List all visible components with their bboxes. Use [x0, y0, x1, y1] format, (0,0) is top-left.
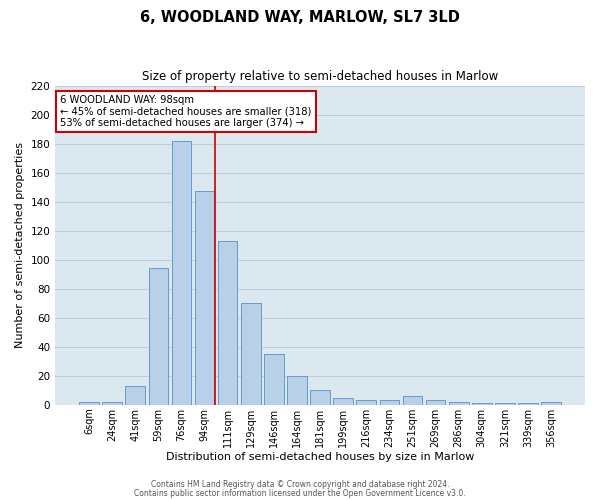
Bar — [541, 402, 561, 405]
X-axis label: Distribution of semi-detached houses by size in Marlow: Distribution of semi-detached houses by … — [166, 452, 474, 462]
Bar — [310, 390, 330, 405]
Bar — [334, 398, 353, 405]
Text: Contains public sector information licensed under the Open Government Licence v3: Contains public sector information licen… — [134, 488, 466, 498]
Bar — [518, 404, 538, 405]
Bar — [218, 241, 238, 405]
Bar — [241, 303, 260, 405]
Bar — [195, 192, 214, 405]
Bar — [472, 404, 491, 405]
Text: 6 WOODLAND WAY: 98sqm
← 45% of semi-detached houses are smaller (318)
53% of sem: 6 WOODLAND WAY: 98sqm ← 45% of semi-deta… — [61, 95, 312, 128]
Bar — [403, 396, 422, 405]
Bar — [287, 376, 307, 405]
Bar — [380, 400, 399, 405]
Bar — [79, 402, 99, 405]
Bar — [264, 354, 284, 405]
Bar — [449, 402, 469, 405]
Bar — [149, 268, 168, 405]
Text: 6, WOODLAND WAY, MARLOW, SL7 3LD: 6, WOODLAND WAY, MARLOW, SL7 3LD — [140, 10, 460, 25]
Y-axis label: Number of semi-detached properties: Number of semi-detached properties — [15, 142, 25, 348]
Bar — [356, 400, 376, 405]
Text: Contains HM Land Registry data © Crown copyright and database right 2024.: Contains HM Land Registry data © Crown c… — [151, 480, 449, 489]
Bar — [125, 386, 145, 405]
Title: Size of property relative to semi-detached houses in Marlow: Size of property relative to semi-detach… — [142, 70, 498, 83]
Bar — [495, 404, 515, 405]
Bar — [172, 140, 191, 405]
Bar — [103, 402, 122, 405]
Bar — [426, 400, 445, 405]
